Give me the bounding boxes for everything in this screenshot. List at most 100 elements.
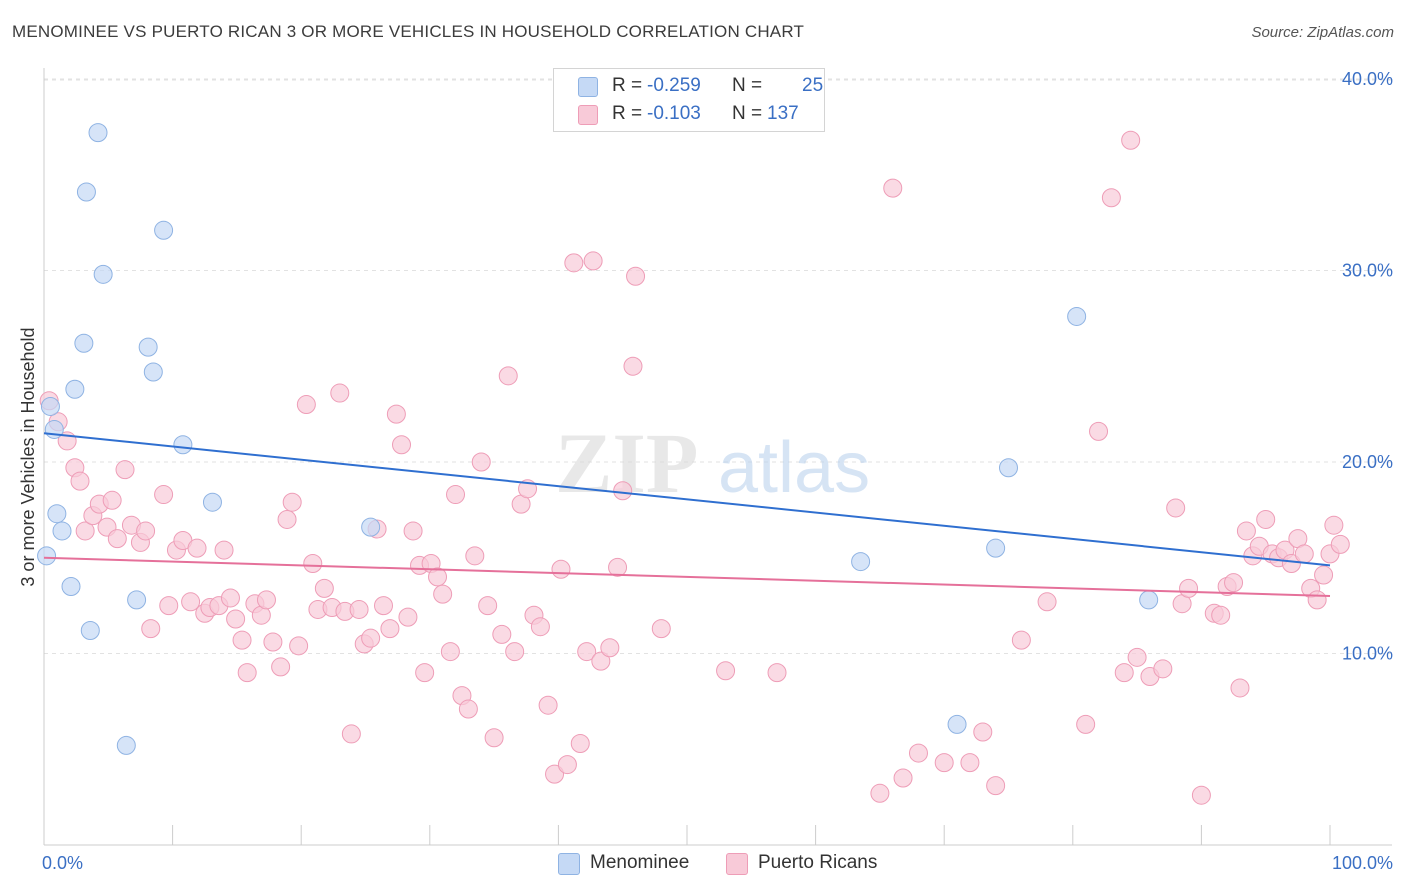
puerto-rican-point (458, 699, 478, 719)
puerto-rican-point (934, 753, 954, 773)
puerto-rican-point (1256, 509, 1276, 529)
puerto-rican-point (263, 632, 283, 652)
x-tick-label: 100.0% (1332, 853, 1393, 873)
puerto-rican-point (303, 553, 323, 573)
puerto-rican-point (341, 724, 361, 744)
legend-r-label: R = (612, 103, 643, 124)
puerto-rican-point (314, 578, 334, 598)
legend-n-value: 25 (802, 75, 824, 96)
menominee-point (65, 379, 85, 399)
puerto-rican-point (1037, 592, 1057, 612)
menominee-point (116, 735, 136, 755)
puerto-rican-point (1179, 578, 1199, 598)
menominee-point (1139, 590, 1159, 610)
puerto-rican-point (1121, 130, 1141, 150)
puerto-rican-point (1076, 714, 1096, 734)
puerto-rican-point (530, 617, 550, 637)
menominee-point (37, 546, 57, 566)
menominee-point (173, 435, 193, 455)
puerto-rican-point (1281, 553, 1301, 573)
legend-n-label: N = (732, 75, 763, 96)
puerto-rican-point (392, 435, 412, 455)
puerto-rican-point (386, 404, 406, 424)
puerto-rican-point (767, 663, 787, 683)
legend-row-menominee: R = -0.259 N = 25 (554, 72, 824, 100)
puerto-rican-point (986, 776, 1006, 796)
puerto-rican-point (220, 588, 240, 608)
puerto-rican-point (237, 663, 257, 683)
puerto-rican-point (608, 557, 628, 577)
legend-r-value: -0.259 (647, 75, 701, 96)
puerto-rican-point (398, 607, 418, 627)
puerto-rican-point (1307, 590, 1327, 610)
puerto-rican-point (1230, 678, 1250, 698)
puerto-rican-point (973, 722, 993, 742)
puerto-rican-trend-line (43, 556, 1331, 598)
puerto-rican-point (1089, 421, 1109, 441)
puerto-rican-point (75, 521, 95, 541)
puerto-rican-point (498, 366, 518, 386)
puerto-rican-point (1101, 188, 1121, 208)
puerto-rican-point (591, 651, 611, 671)
legend-n-label: N = (732, 103, 763, 124)
puerto-rican-point (1324, 515, 1344, 535)
menominee-point (986, 538, 1006, 558)
puerto-rican-point (181, 592, 201, 612)
menominee-point (93, 264, 113, 284)
puerto-rican-point (154, 485, 174, 505)
puerto-rican-point (623, 356, 643, 376)
puerto-rican-point (1191, 785, 1211, 805)
puerto-rican-point (613, 481, 633, 501)
puerto-rican-point (102, 490, 122, 510)
puerto-rican-point (492, 624, 512, 644)
puerto-rican-point (484, 728, 504, 748)
puerto-rican-point (1224, 573, 1244, 593)
menominee-point (40, 396, 60, 416)
menominee-point (361, 517, 381, 537)
puerto-rican-point (1127, 647, 1147, 667)
menominee-point (154, 220, 174, 240)
puerto-rican-point (141, 619, 161, 639)
puerto-rican-point (1153, 659, 1173, 679)
puerto-rican-point (651, 619, 671, 639)
puerto-rican-point (415, 663, 435, 683)
legend-row-puerto-ricans: R = -0.103 N = 137 (554, 100, 824, 128)
legend-r-value: -0.103 (647, 103, 701, 124)
puerto-rican-point (1166, 498, 1186, 518)
puerto-rican-point (570, 734, 590, 754)
puerto-rican-point (226, 609, 246, 629)
menominee-point (47, 504, 67, 524)
puerto-rican-point (551, 559, 571, 579)
puerto-rican-point (136, 521, 156, 541)
bottom-legend-label-menominee: Menominee (590, 852, 690, 873)
puerto-rican-point (349, 599, 369, 619)
puerto-rican-point (1314, 565, 1334, 585)
puerto-rican-point (883, 178, 903, 198)
menominee-point (143, 362, 163, 382)
puerto-rican-point (361, 628, 381, 648)
menominee-point (1067, 306, 1087, 326)
puerto-rican-point (446, 485, 466, 505)
menominee-point (138, 337, 158, 357)
puerto-rican-point (1011, 630, 1031, 650)
puerto-rican-point (428, 567, 448, 587)
puerto-rican-point (232, 630, 252, 650)
chart-source: Source: ZipAtlas.com (1251, 24, 1394, 41)
puerto-rican-point (600, 638, 620, 658)
puerto-rican-point (271, 657, 291, 677)
menominee-point (52, 521, 72, 541)
puerto-rican-point (538, 695, 558, 715)
puerto-rican-point (380, 619, 400, 639)
menominee-point (88, 123, 108, 143)
menominee-point (61, 576, 81, 596)
puerto-rican-point (1294, 544, 1314, 564)
puerto-rican-point (277, 509, 297, 529)
x-tick-label: 0.0% (42, 853, 83, 873)
puerto-rican-point (440, 642, 460, 662)
puerto-rican-point (159, 596, 179, 616)
puerto-rican-point (471, 452, 491, 472)
menominee-point (76, 182, 96, 202)
puerto-rican-point (1211, 605, 1231, 625)
puerto-rican-point (374, 596, 394, 616)
